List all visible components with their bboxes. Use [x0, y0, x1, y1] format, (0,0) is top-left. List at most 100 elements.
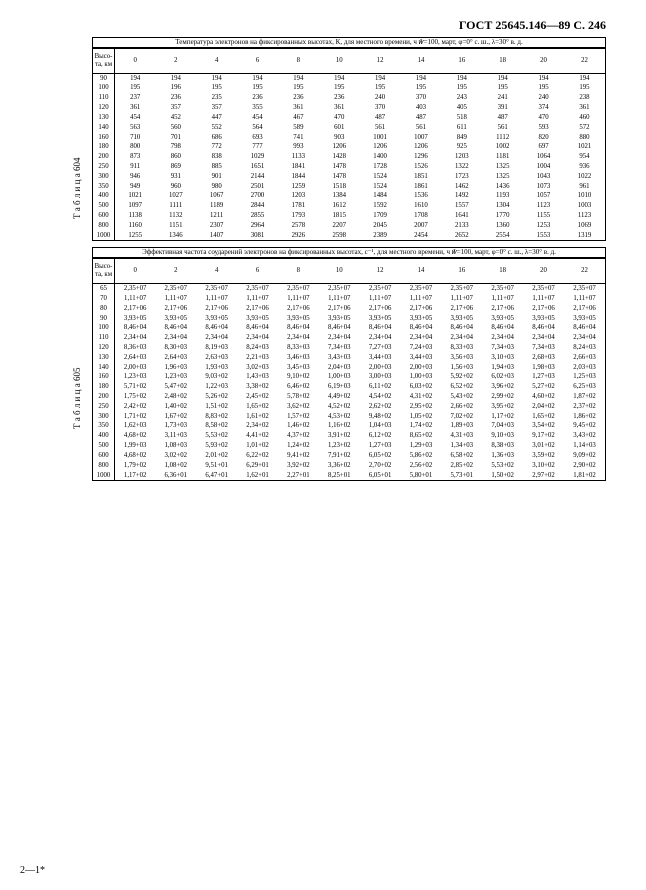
cell: 470 — [523, 113, 564, 123]
cell: 6,05+01 — [360, 471, 401, 481]
cell: 8,46+04 — [319, 323, 360, 333]
cell: 1123 — [564, 211, 605, 221]
cell: 8,46+04 — [115, 323, 156, 333]
col-alt: Высо-та, км — [93, 49, 115, 74]
cell: 873 — [115, 152, 156, 162]
cell-alt: 800 — [93, 461, 115, 471]
col-hour: 10 — [319, 49, 360, 74]
cell: 2,04+03 — [319, 363, 360, 373]
cell: 1003 — [564, 201, 605, 211]
cell: 1841 — [278, 162, 319, 172]
cell: 1,71+02 — [115, 412, 156, 422]
cell: 194 — [319, 73, 360, 83]
cell: 1709 — [360, 211, 401, 221]
cell: 452 — [155, 113, 196, 123]
cell: 1436 — [482, 182, 523, 192]
doc-header: ГОСТ 25645.146—89 С. 246 — [70, 18, 606, 33]
cell: 8,46+04 — [523, 323, 564, 333]
cell: 2,63+03 — [196, 353, 237, 363]
table604-caption: Температура электронов на фиксированных … — [93, 38, 605, 48]
cell: 8,25+01 — [319, 471, 360, 481]
cell: 1708 — [401, 211, 442, 221]
cell: 1524 — [360, 182, 401, 192]
col-hour: 4 — [196, 259, 237, 284]
cell: 2855 — [237, 211, 278, 221]
cell: 2207 — [319, 221, 360, 231]
cell-alt: 65 — [93, 284, 115, 294]
cell: 2,56+02 — [401, 461, 442, 471]
cell: 1022 — [564, 172, 605, 182]
cell: 1004 — [523, 162, 564, 172]
cell: 2,45+02 — [237, 392, 278, 402]
cell: 2,68+03 — [523, 353, 564, 363]
cell: 2,17+06 — [482, 304, 523, 314]
cell: 772 — [196, 142, 237, 152]
cell: 1360 — [482, 221, 523, 231]
cell: 3,96+02 — [482, 382, 523, 392]
cell: 2554 — [482, 231, 523, 241]
cell-alt: 90 — [93, 314, 115, 324]
cell: 237 — [115, 93, 156, 103]
cell: 6,05+02 — [360, 451, 401, 461]
cell: 1,16+02 — [319, 421, 360, 431]
cell-alt: 400 — [93, 431, 115, 441]
cell: 3,38+02 — [237, 382, 278, 392]
cell: 1723 — [441, 172, 482, 182]
cell: 1641 — [441, 211, 482, 221]
cell: 693 — [237, 133, 278, 143]
cell-alt: 250 — [93, 402, 115, 412]
cell: 1304 — [482, 201, 523, 211]
cell: 1,73+03 — [155, 421, 196, 431]
cell: 2,34+04 — [401, 333, 442, 343]
cell: 3,93+05 — [196, 314, 237, 324]
cell: 2,34+04 — [237, 333, 278, 343]
cell: 194 — [155, 73, 196, 83]
cell: 2598 — [319, 231, 360, 241]
cell-alt: 500 — [93, 441, 115, 451]
cell-alt: 80 — [93, 304, 115, 314]
cell: 518 — [441, 113, 482, 123]
cell-alt: 130 — [93, 113, 115, 123]
cell: 2454 — [401, 231, 442, 241]
cell: 3,91+02 — [319, 431, 360, 441]
table-604: Высо-та, км02468101214161820229019419419… — [93, 48, 605, 240]
cell: 2,90+02 — [564, 461, 605, 471]
cell: 9,17+02 — [523, 431, 564, 441]
cell: 195 — [523, 83, 564, 93]
cell: 1,94+03 — [482, 363, 523, 373]
cell: 1211 — [196, 211, 237, 221]
cell: 2,01+02 — [196, 451, 237, 461]
col-hour: 10 — [319, 259, 360, 284]
cell: 8,30+03 — [155, 343, 196, 353]
cell: 993 — [278, 142, 319, 152]
cell: 564 — [237, 123, 278, 133]
cell: 2,17+06 — [115, 304, 156, 314]
cell: 405 — [441, 103, 482, 113]
cell: 2,17+06 — [523, 304, 564, 314]
cell-alt: 130 — [93, 353, 115, 363]
cell: 1,93+03 — [196, 363, 237, 373]
cell: 5,92+02 — [441, 372, 482, 382]
cell: 2501 — [237, 182, 278, 192]
cell: 454 — [115, 113, 156, 123]
cell: 487 — [360, 113, 401, 123]
cell: 800 — [115, 142, 156, 152]
cell: 1,96+03 — [155, 363, 196, 373]
cell: 1,62+01 — [237, 471, 278, 481]
cell: 1069 — [564, 221, 605, 231]
cell: 1557 — [441, 201, 482, 211]
cell: 3,11+03 — [155, 431, 196, 441]
cell: 2,35+07 — [523, 284, 564, 294]
cell: 6,12+02 — [360, 431, 401, 441]
cell: 9,51+01 — [196, 461, 237, 471]
cell: 1007 — [401, 133, 442, 143]
cell: 5,86+02 — [401, 451, 442, 461]
cell: 1097 — [115, 201, 156, 211]
cell: 194 — [278, 73, 319, 83]
cell: 1,11+07 — [237, 294, 278, 304]
cell: 241 — [482, 93, 523, 103]
cell: 8,46+04 — [278, 323, 319, 333]
cell: 2,34+04 — [115, 333, 156, 343]
cell: 3,43+02 — [564, 431, 605, 441]
cell: 1,11+07 — [564, 294, 605, 304]
